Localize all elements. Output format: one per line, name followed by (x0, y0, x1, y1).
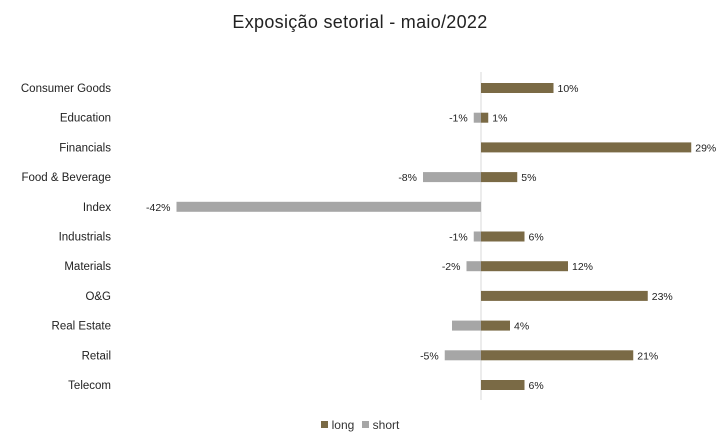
category-label-industrials: Industrials (59, 232, 112, 244)
data-label-long-real-estate: 4% (514, 321, 529, 333)
category-label-index: Index (83, 202, 111, 214)
bar-short-industrials (473, 231, 481, 242)
legend-label-long: long (331, 417, 355, 432)
data-label-long-food-beverage: 5% (521, 172, 536, 184)
bar-long-consumer-goods (481, 83, 554, 93)
bar-long-real-estate (481, 320, 510, 331)
data-label-long-o-g: 23% (652, 291, 673, 303)
bar-chart: Consumer Goods 10% Education 1% -1% Financial… (21, 72, 716, 400)
bar-long-o-g (481, 290, 648, 301)
data-label-short-retail: -5% (420, 350, 439, 362)
legend-item-short: short (361, 417, 400, 432)
data-label-long-materials: 12% (572, 261, 593, 273)
bar-short-real-estate (452, 320, 481, 331)
bar-short-index (176, 201, 481, 212)
legend-swatch-short (361, 421, 369, 428)
bar-short-food-beverage (423, 172, 481, 183)
bar-long-telecom (481, 380, 525, 390)
data-label-short-food-beverage: -8% (398, 172, 417, 184)
category-label-o-g: O&G (85, 291, 111, 303)
legend: long short (0, 417, 720, 432)
legend-item-long: long (320, 417, 355, 432)
category-label-materials: Materials (64, 261, 111, 273)
data-label-short-education: -1% (449, 113, 468, 125)
chart-title: Exposição setorial - maio/2022 (232, 12, 488, 32)
category-label-telecom: Telecom (68, 380, 111, 392)
legend-label-short: short (372, 417, 400, 432)
data-label-long-industrials: 6% (529, 232, 544, 244)
data-label-long-telecom: 6% (529, 380, 544, 392)
category-label-consumer-goods: Consumer Goods (21, 83, 111, 95)
legend-swatch-long (320, 421, 328, 428)
category-label-food-beverage: Food & Beverage (21, 172, 111, 184)
bar-short-education (473, 112, 481, 123)
bar-short-materials (466, 261, 481, 272)
data-label-long-financials: 29% (695, 142, 716, 154)
bar-short-retail (444, 350, 481, 361)
bar-long-materials (481, 261, 568, 272)
category-label-financials: Financials (59, 142, 111, 154)
data-label-short-index: -42% (146, 202, 171, 214)
bar-long-retail (481, 350, 634, 361)
category-label-education: Education (60, 113, 111, 125)
data-label-short-materials: -2% (442, 261, 461, 273)
bar-long-food-beverage (481, 172, 518, 183)
bar-long-education (481, 112, 489, 123)
data-label-long-education: 1% (492, 113, 507, 125)
data-label-long-consumer-goods: 10% (558, 83, 579, 95)
category-label-retail: Retail (82, 350, 111, 362)
data-label-short-industrials: -1% (449, 232, 468, 244)
data-label-long-retail: 21% (637, 350, 658, 362)
bar-long-industrials (481, 231, 525, 242)
bar-long-financials (481, 142, 692, 153)
category-label-real-estate: Real Estate (52, 321, 111, 333)
